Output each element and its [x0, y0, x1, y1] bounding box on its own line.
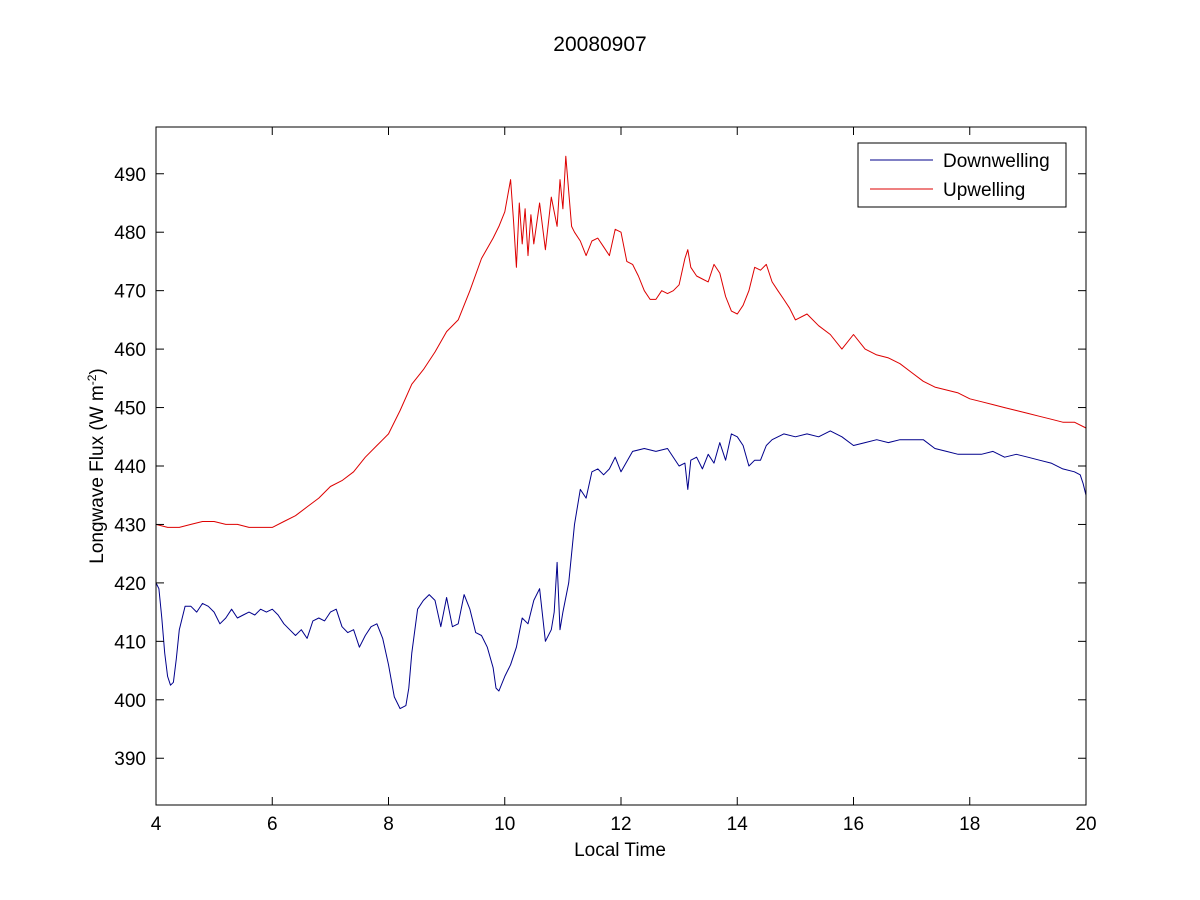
- x-tick-label: 14: [727, 814, 749, 835]
- x-tick-label: 10: [494, 814, 515, 835]
- y-tick-label: 450: [114, 399, 146, 420]
- x-tick-label: 20: [1075, 814, 1096, 835]
- y-tick-label: 490: [114, 165, 146, 186]
- x-tick-label: 6: [267, 814, 278, 835]
- series-line-upwelling: [155, 155, 1087, 528]
- y-tick-label: 430: [114, 515, 146, 536]
- y-axis-label-exponent: -2: [84, 374, 99, 386]
- y-tick-label: 400: [114, 691, 146, 712]
- x-tick-label: 4: [151, 814, 162, 835]
- y-tick-label: 480: [114, 223, 146, 244]
- axes-box: [155, 126, 1087, 806]
- y-axis-label-suffix: ): [87, 368, 109, 375]
- x-axis-label: Local Time: [574, 840, 666, 861]
- y-tick-label: 410: [114, 632, 146, 653]
- x-tick-label: 12: [610, 814, 631, 835]
- y-axis-label: Longwave Flux (W m-2): [85, 368, 109, 563]
- y-axis-label-text: Longwave Flux (W m: [87, 385, 109, 564]
- legend-box: [857, 142, 1067, 208]
- series-line-downwelling: [155, 430, 1087, 710]
- y-tick-label: 440: [114, 457, 146, 478]
- x-tick-label: 18: [959, 814, 980, 835]
- legend-label-upwelling: Upwelling: [943, 180, 1025, 201]
- y-tick-label: 420: [114, 574, 146, 595]
- legend-label-downwelling: Downwelling: [943, 151, 1050, 172]
- x-tick-label: 8: [383, 814, 394, 835]
- x-tick-label: 16: [843, 814, 864, 835]
- y-tick-label: 470: [114, 282, 146, 303]
- y-tick-label: 390: [114, 749, 146, 770]
- chart-title: 20080907: [553, 33, 647, 56]
- y-tick-label: 460: [114, 340, 146, 361]
